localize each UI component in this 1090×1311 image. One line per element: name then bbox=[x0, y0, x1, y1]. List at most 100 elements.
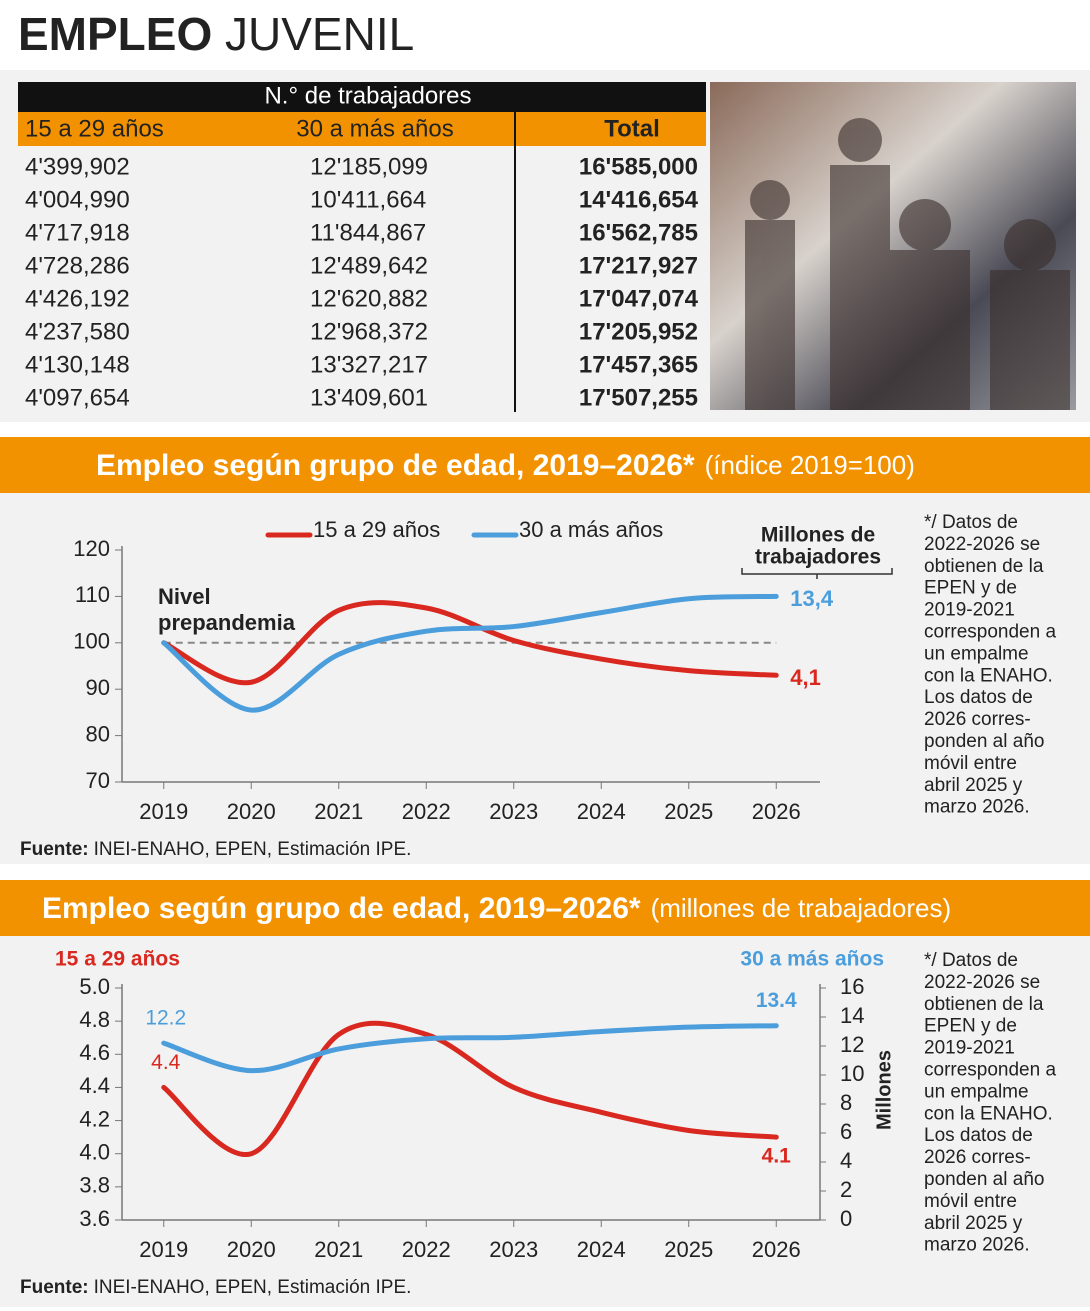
x-tick-label: 2021 bbox=[314, 1237, 363, 1262]
cell-total: 17'217,927 bbox=[579, 252, 698, 279]
y-tick-label: 4.2 bbox=[79, 1106, 110, 1131]
x-tick-label: 2019 bbox=[139, 1237, 188, 1262]
x-tick-label: 2020 bbox=[227, 1237, 276, 1262]
series-line bbox=[161, 1020, 779, 1157]
chart-header-band bbox=[0, 437, 1090, 493]
note-line: ponden al año bbox=[924, 731, 1044, 752]
note-line: abril 2025 y bbox=[924, 775, 1023, 796]
note-line: marzo 2026. bbox=[924, 1235, 1030, 1256]
note-line: móvil entre bbox=[924, 753, 1017, 774]
end-label: 13,4 bbox=[790, 586, 834, 611]
chart-header: Empleo según grupo de edad, 2019–2026* (m… bbox=[42, 892, 951, 925]
cell: 4'426,192 bbox=[25, 285, 130, 312]
note-line: un empalme bbox=[924, 643, 1029, 664]
column-header: Total bbox=[604, 115, 660, 142]
x-tick-label: 2026 bbox=[752, 799, 801, 824]
x-tick-label: 2019 bbox=[139, 799, 188, 824]
note-line: un empalme bbox=[924, 1081, 1029, 1102]
cell: 12'620,882 bbox=[310, 285, 428, 312]
reference-label: prepandemia bbox=[158, 610, 296, 635]
chart-subtitle: (índice 2019=100) bbox=[705, 450, 915, 480]
units-label: Millones de bbox=[761, 524, 875, 547]
note-line: corresponden a bbox=[924, 622, 1056, 643]
y-axis-label: 15 a 29 años bbox=[55, 948, 180, 971]
cell-total: 17'457,365 bbox=[579, 351, 698, 378]
cell-total: 17'205,952 bbox=[579, 318, 698, 345]
y-tick-label: 4.8 bbox=[79, 1007, 110, 1032]
source-text: INEI-ENAHO, EPEN, Estimación IPE. bbox=[94, 839, 412, 860]
photo-figures bbox=[745, 118, 1070, 410]
source-label: Fuente: bbox=[20, 839, 89, 860]
source-label: Fuente: bbox=[20, 1277, 89, 1298]
y2-tick-label: 2 bbox=[840, 1177, 852, 1202]
cell-total: 17'507,255 bbox=[579, 384, 698, 411]
note-line: Los datos de bbox=[924, 687, 1033, 708]
y2-tick-label: 12 bbox=[840, 1032, 864, 1057]
cell: 4'130,148 bbox=[25, 351, 130, 378]
note-line: */ Datos de bbox=[924, 950, 1018, 971]
column-header: 30 a más años bbox=[296, 115, 453, 142]
x-tick-label: 2023 bbox=[489, 799, 538, 824]
note-line: 2019-2021 bbox=[924, 1038, 1015, 1059]
note-line: EPEN y de bbox=[924, 578, 1017, 599]
y2-axis-label: 30 a más años bbox=[740, 948, 884, 971]
x-tick-label: 2020 bbox=[227, 799, 276, 824]
note-line: 2026 corres- bbox=[924, 709, 1031, 730]
cell-total: 14'416,654 bbox=[579, 186, 699, 213]
table-header-band bbox=[18, 82, 706, 112]
note-line: EPEN y de bbox=[924, 1016, 1017, 1037]
y-tick-label: 4.0 bbox=[79, 1140, 110, 1165]
note-line: Los datos de bbox=[924, 1125, 1033, 1146]
page-title: EMPLEO JUVENIL bbox=[18, 8, 414, 60]
y2-tick-label: 4 bbox=[840, 1148, 852, 1173]
x-tick-label: 2024 bbox=[577, 1237, 626, 1262]
y-tick-label: 80 bbox=[86, 721, 110, 746]
chart-panel bbox=[0, 936, 1090, 1307]
cell: 12'489,642 bbox=[310, 252, 428, 279]
source: Fuente: INEI-ENAHO, EPEN, Estimación IPE. bbox=[20, 839, 411, 860]
note-line: corresponden a bbox=[924, 1060, 1056, 1081]
cell-total: 17'047,074 bbox=[579, 285, 699, 312]
note-line: ponden al año bbox=[924, 1169, 1044, 1190]
value-label: 4.4 bbox=[151, 1051, 181, 1074]
value-label: 12.2 bbox=[145, 1007, 186, 1030]
x-tick-label: 2021 bbox=[314, 799, 363, 824]
cell: 4'097,654 bbox=[25, 384, 130, 411]
y-tick-label: 4.6 bbox=[79, 1040, 110, 1065]
y-tick-label: 90 bbox=[86, 675, 110, 700]
y2-tick-label: 0 bbox=[840, 1206, 852, 1231]
y-tick-label: 4.4 bbox=[79, 1073, 110, 1098]
table-header: N.° de trabajadores bbox=[264, 82, 471, 109]
y-tick-label: 3.6 bbox=[79, 1206, 110, 1231]
chart-header: Empleo según grupo de edad, 2019–2026* (í… bbox=[96, 449, 915, 482]
note-line: con la ENAHO. bbox=[924, 665, 1053, 686]
cell-total: 16'585,000 bbox=[579, 153, 698, 180]
cell: 10'411,664 bbox=[310, 186, 426, 213]
value-label: 4.1 bbox=[762, 1145, 792, 1168]
units-label: trabajadores bbox=[755, 546, 881, 569]
y-tick-label: 70 bbox=[86, 768, 110, 793]
x-tick-label: 2022 bbox=[402, 799, 451, 824]
note-line: móvil entre bbox=[924, 1191, 1017, 1212]
y-tick-label: 5.0 bbox=[79, 974, 110, 999]
x-tick-label: 2022 bbox=[402, 1237, 451, 1262]
x-tick-label: 2025 bbox=[664, 799, 713, 824]
value-label: 13.4 bbox=[756, 989, 797, 1012]
y2-tick-label: 16 bbox=[840, 974, 864, 999]
chart-panel bbox=[0, 493, 1090, 864]
cell: 13'327,217 bbox=[310, 351, 428, 378]
note-line: 2022-2026 se bbox=[924, 534, 1040, 555]
cell: 11'844,867 bbox=[310, 219, 426, 246]
series-line bbox=[161, 593, 779, 713]
end-label: 4,1 bbox=[790, 665, 821, 690]
source-text: INEI-ENAHO, EPEN, Estimación IPE. bbox=[94, 1277, 412, 1298]
cell: 4'717,918 bbox=[25, 219, 130, 246]
note-line: con la ENAHO. bbox=[924, 1103, 1053, 1124]
source: Fuente: INEI-ENAHO, EPEN, Estimación IPE. bbox=[20, 1277, 411, 1298]
series-line bbox=[161, 600, 779, 686]
cell: 12'968,372 bbox=[310, 318, 428, 345]
legend-label: 15 a 29 años bbox=[313, 517, 440, 542]
cell: 4'004,990 bbox=[25, 186, 130, 213]
note-line: 2022-2026 se bbox=[924, 972, 1040, 993]
